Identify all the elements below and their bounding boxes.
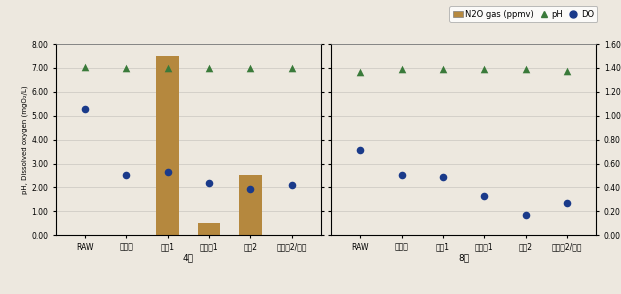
Bar (197, 223, 220, 235)
Point (521, 67, 531, 71)
Point (562, 69, 572, 74)
Point (479, 193, 489, 198)
Point (562, 201, 572, 205)
Point (479, 66, 489, 71)
Point (121, 66, 131, 70)
Point (397, 173, 407, 178)
Point (163, 66, 173, 70)
Point (80, 64, 90, 69)
Point (204, 180, 214, 185)
Bar (156, 56, 179, 235)
Point (204, 66, 214, 70)
Point (521, 213, 531, 217)
Y-axis label: pH, Dissolved oxygen (mgO₂/L): pH, Dissolved oxygen (mgO₂/L) (22, 85, 29, 194)
Point (245, 186, 255, 191)
Point (245, 66, 255, 70)
Point (80, 106, 90, 111)
X-axis label: 8월: 8월 (458, 253, 469, 262)
Point (163, 170, 173, 174)
Point (287, 66, 297, 70)
Point (438, 174, 448, 179)
Point (121, 173, 131, 178)
Point (355, 69, 365, 74)
X-axis label: 4월: 4월 (183, 253, 194, 262)
Point (397, 67, 407, 71)
Point (438, 66, 448, 71)
Legend: N2O gas (ppmv), pH, DO: N2O gas (ppmv), pH, DO (450, 6, 597, 22)
Point (355, 148, 365, 153)
Bar (239, 176, 262, 235)
Point (287, 183, 297, 187)
